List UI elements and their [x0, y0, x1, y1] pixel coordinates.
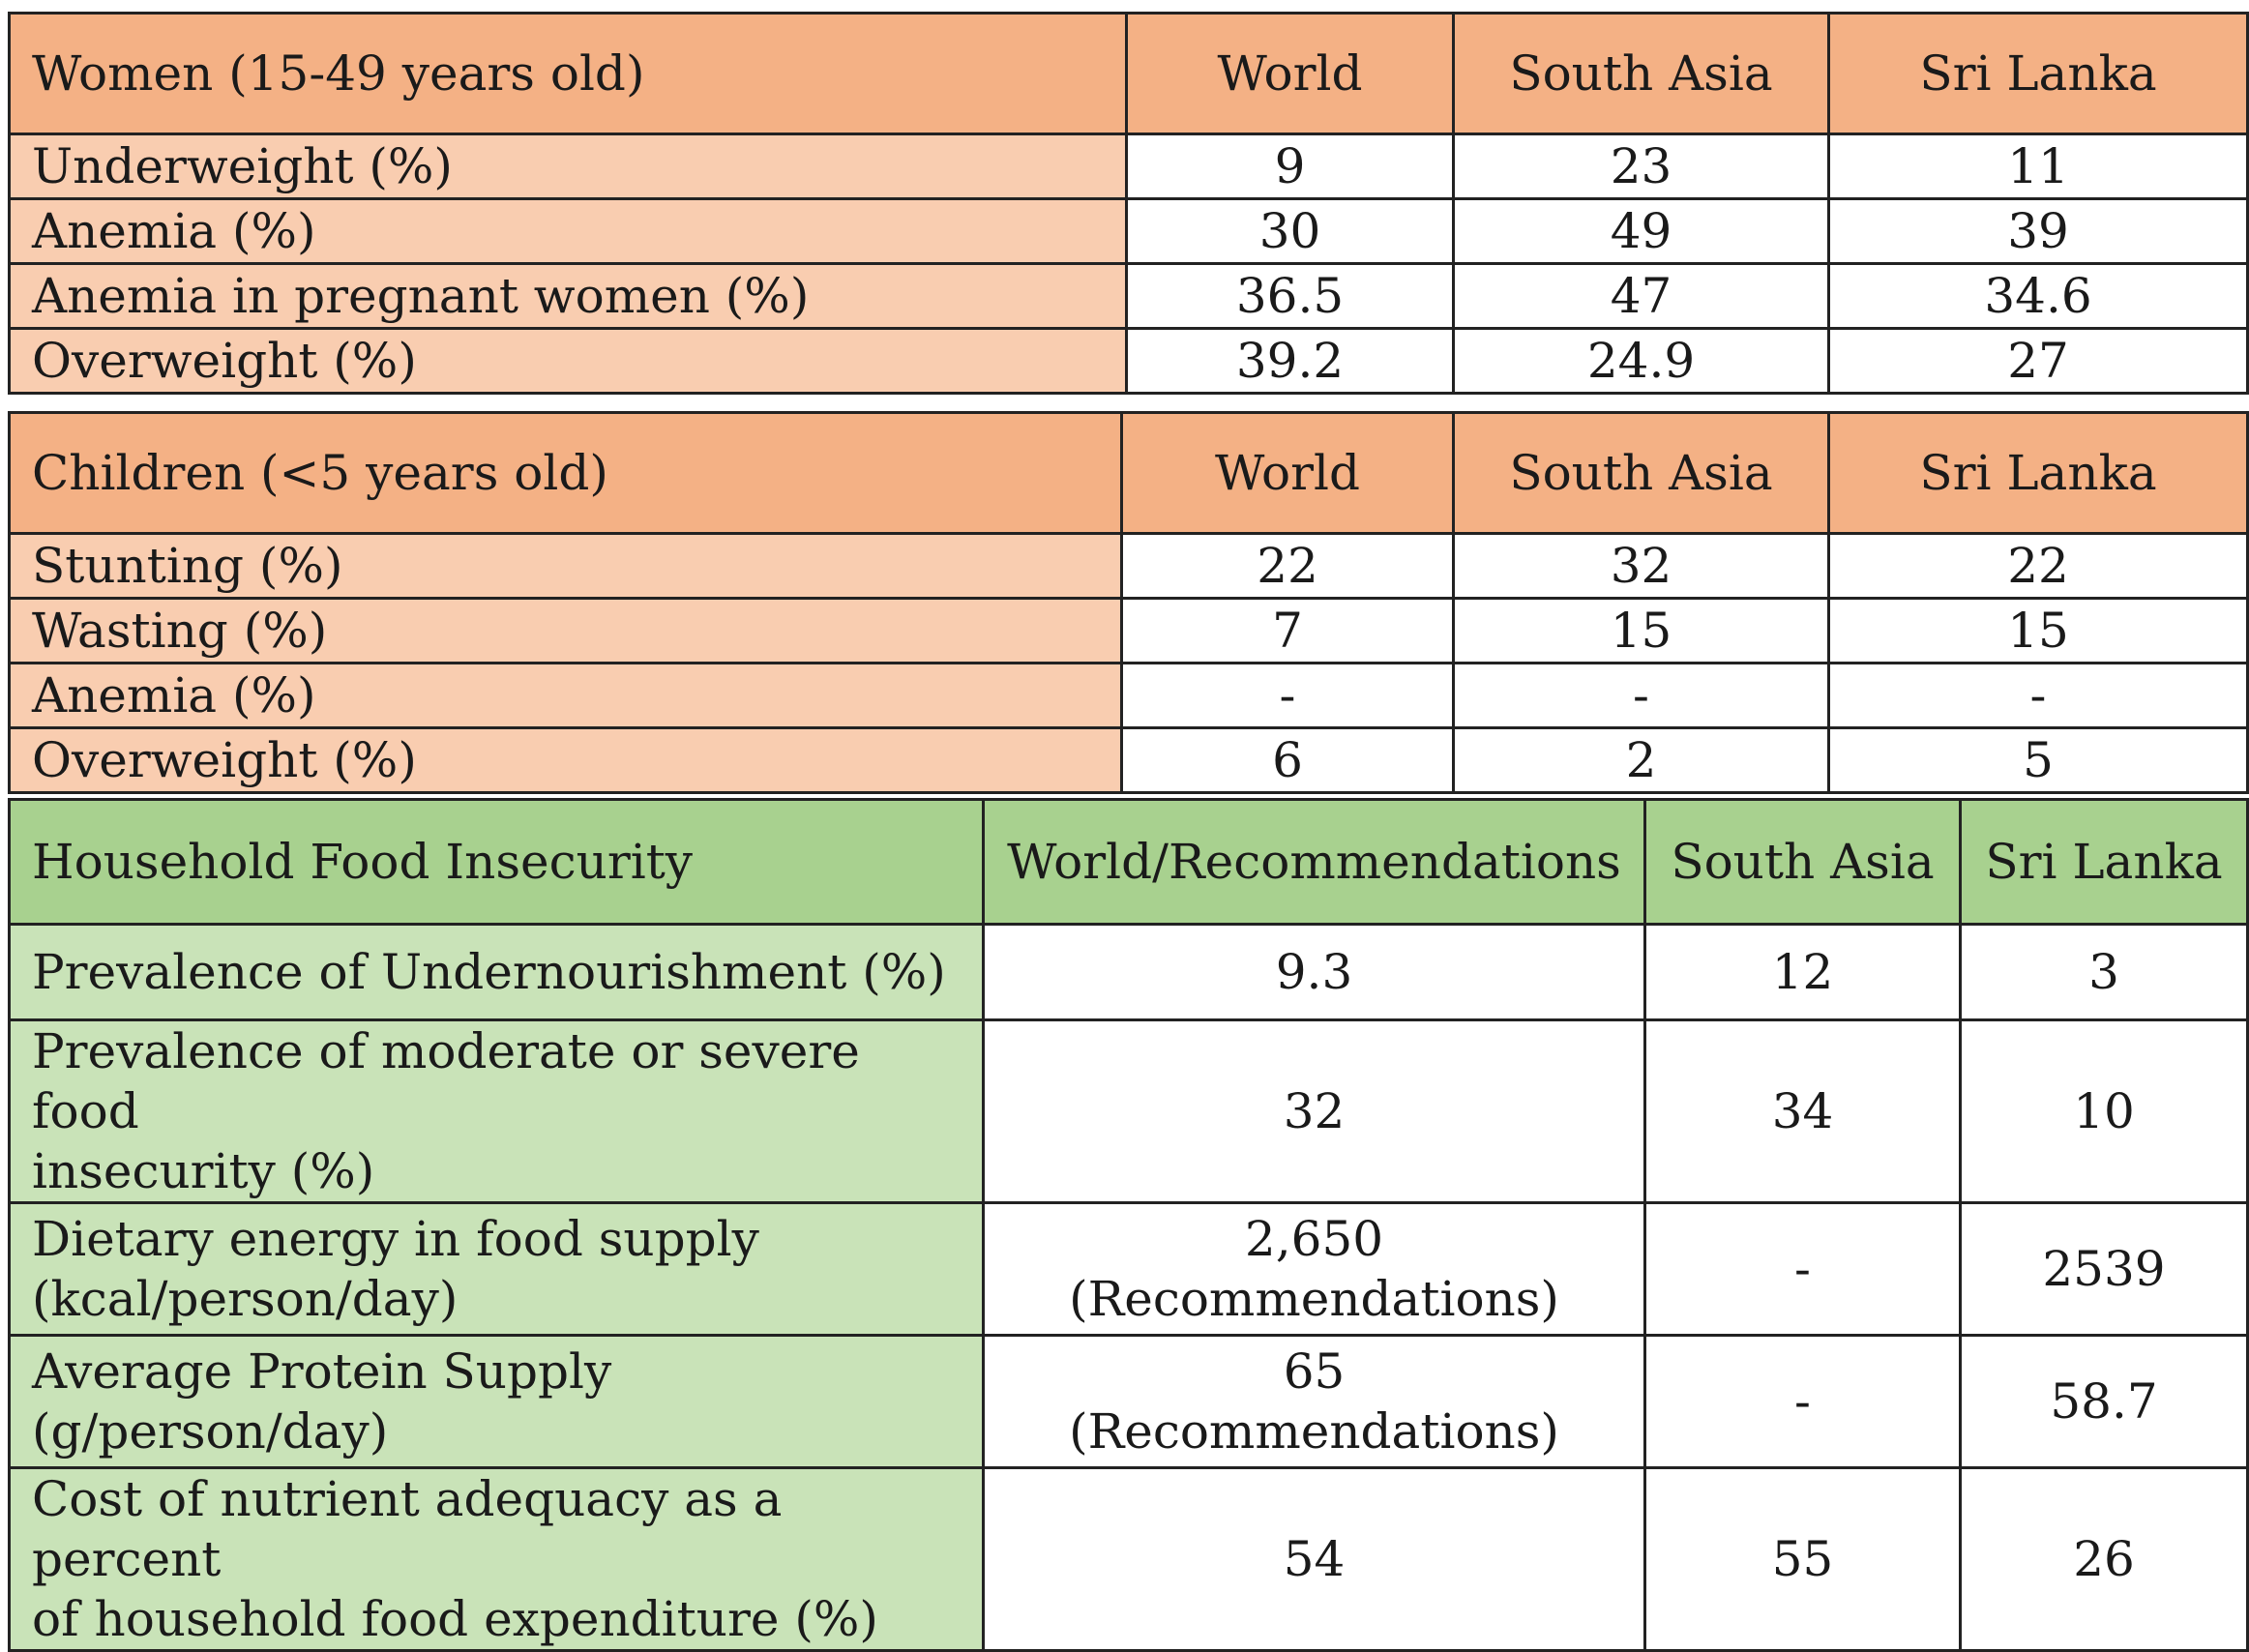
cell-sri-lanka: - — [1827, 662, 2249, 729]
cell-world: - — [1120, 662, 1455, 729]
cell-south-asia: 23 — [1452, 133, 1830, 200]
cell-world-line: (Recommendations) — [1069, 1271, 1559, 1327]
row-label-line: insecurity (%) — [32, 1143, 375, 1199]
cell-sri-lanka: 39 — [1827, 197, 2249, 265]
row-label-line: of household food expenditure (%) — [32, 1591, 878, 1647]
table-row: Anemia (%) 30 49 39 — [8, 197, 2249, 265]
cell-south-asia: 49 — [1452, 197, 1830, 265]
row-label: Anemia in pregnant women (%) — [8, 262, 1128, 330]
row-label-line: Dietary energy in food supply — [32, 1211, 759, 1267]
row-label: Anemia (%) — [8, 662, 1123, 729]
table-row: Overweight (%) 39.2 24.9 27 — [8, 327, 2249, 395]
cell-sri-lanka: 3 — [1959, 923, 2249, 1021]
cell-world: 7 — [1120, 597, 1455, 664]
women-header-world: World — [1125, 12, 1455, 135]
household-header-row: Household Food Insecurity World/Recommen… — [8, 798, 2249, 926]
cell-sri-lanka: 5 — [1827, 726, 2249, 794]
cell-sri-lanka: 10 — [1959, 1018, 2249, 1204]
children-header-world: World — [1120, 411, 1455, 535]
household-header-sri-lanka: Sri Lanka — [1959, 798, 2249, 926]
children-header-label: Children (<5 years old) — [8, 411, 1123, 535]
cell-south-asia: - — [1643, 1334, 1962, 1469]
cell-world: 39.2 — [1125, 327, 1455, 395]
row-label: Stunting (%) — [8, 532, 1123, 600]
cell-south-asia: - — [1643, 1201, 1962, 1337]
row-label: Overweight (%) — [8, 726, 1123, 794]
women-header-south-asia: South Asia — [1452, 12, 1830, 135]
table-row: Anemia in pregnant women (%) 36.5 47 34.… — [8, 262, 2249, 330]
table-row: Cost of nutrient adequacy as a percent o… — [8, 1466, 2249, 1652]
cell-world: 9 — [1125, 133, 1455, 200]
row-label-line: (g/person/day) — [32, 1403, 389, 1460]
cell-world-line: 9.3 — [1275, 944, 1353, 1000]
cell-world: 9.3 — [982, 923, 1646, 1021]
table-row: Prevalence of Undernourishment (%) 9.3 1… — [8, 923, 2249, 1021]
row-label: Prevalence of moderate or severe food in… — [8, 1018, 985, 1204]
women-header-row: Women (15-49 years old) World South Asia… — [8, 12, 2249, 135]
row-label-line: Prevalence of Undernourishment (%) — [32, 944, 946, 1000]
children-header-row: Children (<5 years old) World South Asia… — [8, 411, 2249, 535]
row-label: Underweight (%) — [8, 133, 1128, 200]
cell-world: 22 — [1120, 532, 1455, 600]
household-header-label: Household Food Insecurity — [8, 798, 985, 926]
cell-sri-lanka: 27 — [1827, 327, 2249, 395]
cell-world-line: 32 — [1283, 1083, 1346, 1139]
household-header-world: World/Recommendations — [982, 798, 1646, 926]
cell-sri-lanka: 2539 — [1959, 1201, 2249, 1337]
cell-world: 32 — [982, 1018, 1646, 1204]
cell-world: 36.5 — [1125, 262, 1455, 330]
household-table: Household Food Insecurity World/Recommen… — [8, 798, 2249, 1652]
cell-south-asia: 2 — [1452, 726, 1830, 794]
row-label-line: Cost of nutrient adequacy as a percent — [32, 1471, 783, 1587]
children-table: Children (<5 years old) World South Asia… — [8, 411, 2249, 794]
row-label-line: (kcal/person/day) — [32, 1271, 459, 1327]
cell-south-asia: 47 — [1452, 262, 1830, 330]
cell-sri-lanka: 58.7 — [1959, 1334, 2249, 1469]
table-row: Anemia (%) - - - — [8, 662, 2249, 729]
row-label: Prevalence of Undernourishment (%) — [8, 923, 985, 1021]
row-label-line: Prevalence of moderate or severe food — [32, 1023, 860, 1139]
cell-south-asia: - — [1452, 662, 1830, 729]
cell-south-asia: 55 — [1643, 1466, 1962, 1652]
cell-world-line: (Recommendations) — [1069, 1403, 1559, 1460]
cell-sri-lanka: 15 — [1827, 597, 2249, 664]
row-label-line: Average Protein Supply — [32, 1343, 612, 1400]
household-header-south-asia: South Asia — [1643, 798, 1962, 926]
cell-south-asia: 34 — [1643, 1018, 1962, 1204]
table-row: Average Protein Supply (g/person/day) 65… — [8, 1334, 2249, 1469]
children-header-south-asia: South Asia — [1452, 411, 1830, 535]
cell-world-line: 54 — [1283, 1531, 1346, 1587]
table-row: Overweight (%) 6 2 5 — [8, 726, 2249, 794]
table-row: Dietary energy in food supply (kcal/pers… — [8, 1201, 2249, 1337]
cell-south-asia: 32 — [1452, 532, 1830, 600]
cell-world-line: 2,650 — [1244, 1211, 1384, 1267]
cell-south-asia: 24.9 — [1452, 327, 1830, 395]
cell-sri-lanka: 11 — [1827, 133, 2249, 200]
women-header-sri-lanka: Sri Lanka — [1827, 12, 2249, 135]
row-label: Cost of nutrient adequacy as a percent o… — [8, 1466, 985, 1652]
cell-world: 65 (Recommendations) — [982, 1334, 1646, 1469]
cell-sri-lanka: 34.6 — [1827, 262, 2249, 330]
table-row: Wasting (%) 7 15 15 — [8, 597, 2249, 664]
cell-sri-lanka: 26 — [1959, 1466, 2249, 1652]
cell-world: 54 — [982, 1466, 1646, 1652]
cell-world-line: 65 — [1283, 1343, 1346, 1400]
children-header-sri-lanka: Sri Lanka — [1827, 411, 2249, 535]
cell-south-asia: 15 — [1452, 597, 1830, 664]
table-row: Prevalence of moderate or severe food in… — [8, 1018, 2249, 1204]
cell-world: 6 — [1120, 726, 1455, 794]
row-label: Dietary energy in food supply (kcal/pers… — [8, 1201, 985, 1337]
table-row: Stunting (%) 22 32 22 — [8, 532, 2249, 600]
cell-south-asia: 12 — [1643, 923, 1962, 1021]
row-label: Average Protein Supply (g/person/day) — [8, 1334, 985, 1469]
row-label: Wasting (%) — [8, 597, 1123, 664]
row-label: Anemia (%) — [8, 197, 1128, 265]
row-label: Overweight (%) — [8, 327, 1128, 395]
women-table: Women (15-49 years old) World South Asia… — [8, 12, 2249, 395]
table-row: Underweight (%) 9 23 11 — [8, 133, 2249, 200]
cell-world: 30 — [1125, 197, 1455, 265]
cell-world: 2,650 (Recommendations) — [982, 1201, 1646, 1337]
cell-sri-lanka: 22 — [1827, 532, 2249, 600]
women-header-label: Women (15-49 years old) — [8, 12, 1128, 135]
